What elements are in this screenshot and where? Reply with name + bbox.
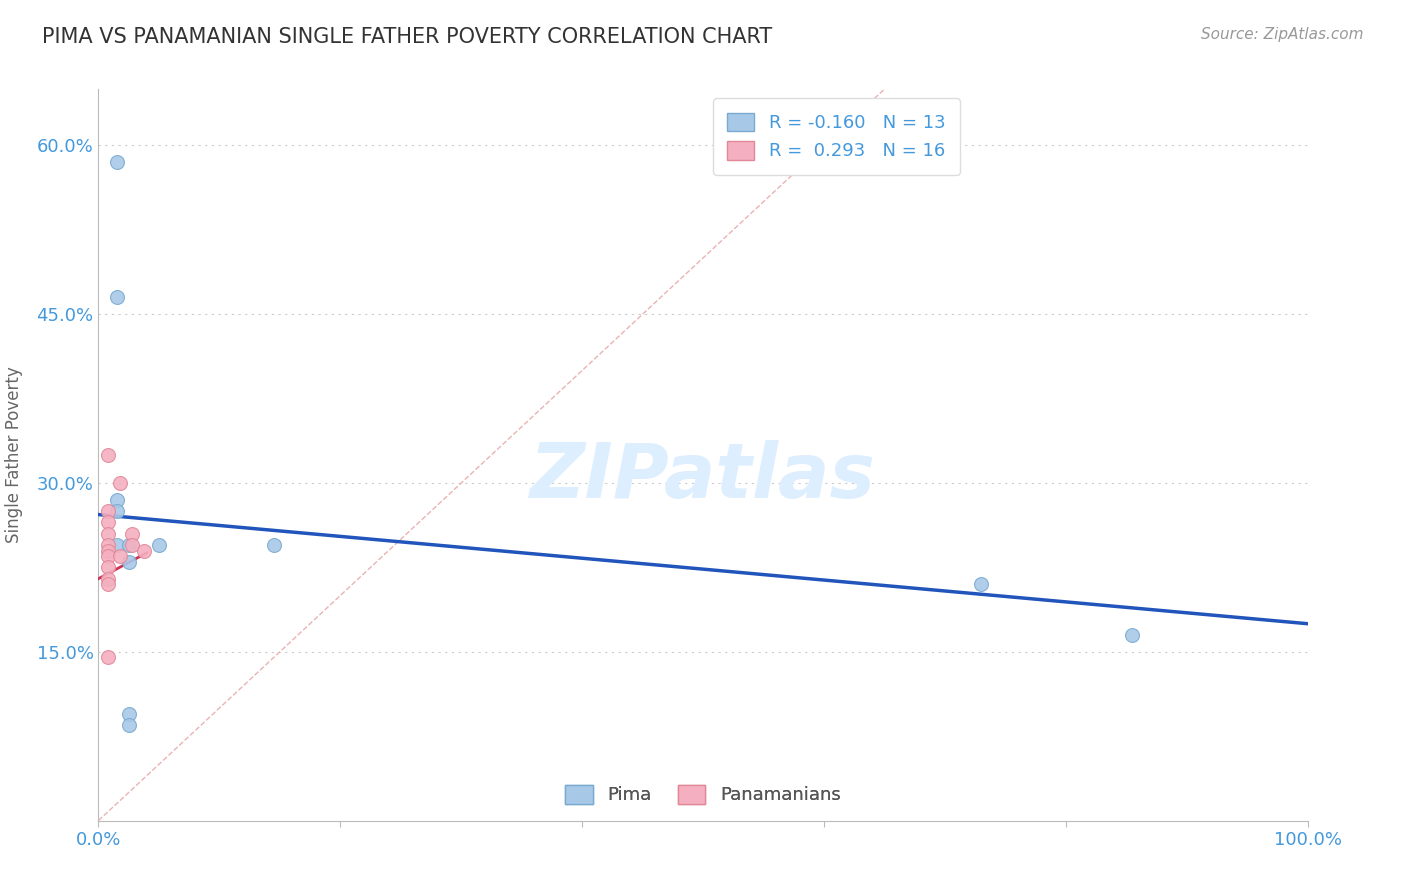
Point bbox=[97, 538, 120, 552]
Point bbox=[97, 560, 120, 574]
Point bbox=[118, 706, 141, 721]
Point bbox=[121, 538, 143, 552]
Point bbox=[105, 538, 128, 552]
Point bbox=[97, 448, 120, 462]
Y-axis label: Single Father Poverty: Single Father Poverty bbox=[4, 367, 22, 543]
Text: ZIPatlas: ZIPatlas bbox=[530, 440, 876, 514]
Point bbox=[263, 538, 285, 552]
Point bbox=[1121, 628, 1143, 642]
Text: Source: ZipAtlas.com: Source: ZipAtlas.com bbox=[1201, 27, 1364, 42]
Point bbox=[97, 526, 120, 541]
Point bbox=[97, 516, 120, 530]
Point bbox=[118, 538, 141, 552]
Point bbox=[105, 492, 128, 507]
Point bbox=[97, 572, 120, 586]
Text: PIMA VS PANAMANIAN SINGLE FATHER POVERTY CORRELATION CHART: PIMA VS PANAMANIAN SINGLE FATHER POVERTY… bbox=[42, 27, 772, 46]
Point bbox=[97, 504, 120, 518]
Point bbox=[118, 555, 141, 569]
Point bbox=[97, 650, 120, 665]
Point bbox=[118, 718, 141, 732]
Point bbox=[970, 577, 993, 591]
Point bbox=[97, 549, 120, 564]
Point bbox=[108, 549, 131, 564]
Point bbox=[105, 504, 128, 518]
Legend: Pima, Panamanians: Pima, Panamanians bbox=[558, 778, 848, 812]
Point bbox=[121, 526, 143, 541]
Point bbox=[97, 543, 120, 558]
Point bbox=[105, 155, 128, 169]
Point bbox=[108, 476, 131, 491]
Point bbox=[105, 290, 128, 304]
Point bbox=[134, 543, 156, 558]
Point bbox=[97, 577, 120, 591]
Point bbox=[148, 538, 170, 552]
